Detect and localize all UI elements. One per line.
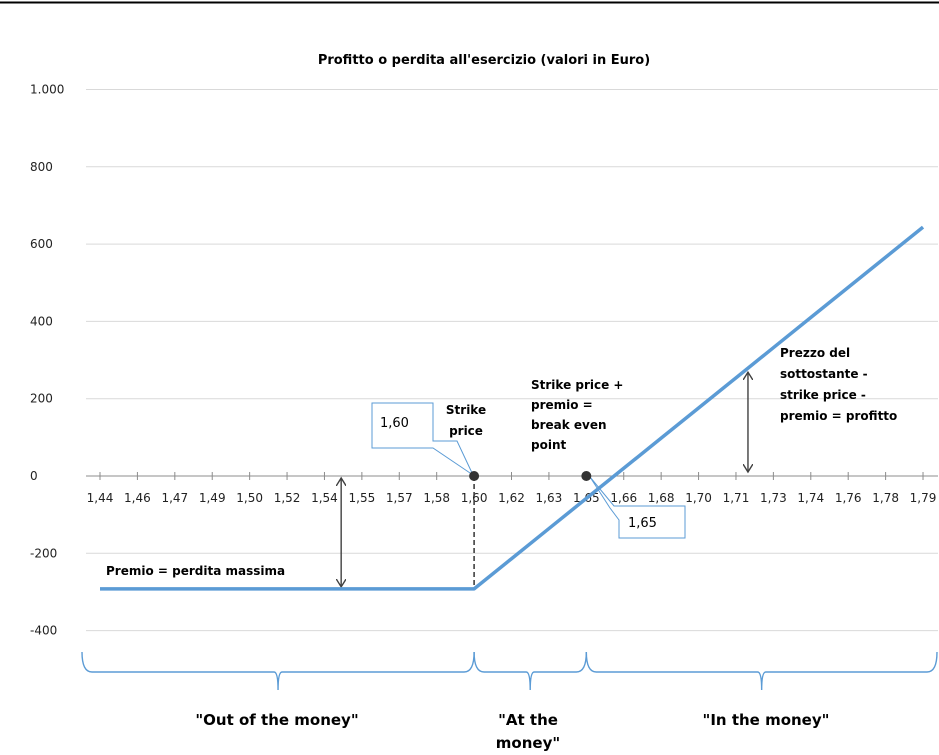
breakeven-label: Strike price + [531,378,624,392]
callout-breakeven-text: 1,65 [628,516,657,531]
x-tick-label: 1,66 [610,491,637,505]
x-tick-label: 1,52 [274,491,301,505]
strike-price-label: Strike [446,403,486,417]
x-tick-label: 1,50 [236,491,263,505]
profit-label: premio = profitto [780,409,897,423]
profit-label: strike price - [780,388,866,402]
x-tick-label: 1,78 [872,491,899,505]
y-tick-label: 600 [30,237,53,251]
y-tick-label: -400 [30,624,57,638]
x-tick-label: 1,57 [386,491,413,505]
callout-breakeven: 1,65 [589,476,686,539]
chart-title: Profitto o perdita all'esercizio (valori… [318,53,650,68]
series-layer [100,225,925,591]
premium-label: Premio = perdita massima [106,564,285,578]
x-tick-label: 1,46 [124,491,151,505]
y-tick-label: -200 [30,546,57,560]
y-axis-tick-labels: -400 -200 0 200 400 600 800 1.000 [30,83,64,638]
x-tick-label: 1,73 [760,491,787,505]
x-tick-label: 1,74 [797,491,824,505]
y-tick-label: 0 [30,469,38,483]
zone-label-at: money" [496,734,560,752]
zone-label-at: "At the [498,711,558,729]
profit-label: sottostante - [780,367,868,381]
breakeven-label: premio = [531,398,593,412]
strike-price-label: price [449,424,483,438]
x-tick-label: 1,60 [461,491,488,505]
x-tick-label: 1,70 [685,491,712,505]
x-tick-label: 1,63 [536,491,563,505]
breakeven-label: break even [531,418,607,432]
point-marker [581,471,592,481]
x-tick-label: 1,44 [87,491,114,505]
y-tick-label: 200 [30,392,53,406]
breakeven-label: point [531,438,566,452]
callout-strike: 1,60 [371,402,475,477]
x-tick-label: 1,49 [199,491,226,505]
gridlines [86,89,938,632]
x-tick-label: 1,76 [835,491,862,505]
brace-out-of-money [81,651,475,691]
brace-at-money [473,651,588,691]
zone-braces: "Out of the money" "At the money" "In the m… [81,651,938,752]
x-tick-label: 1,54 [311,491,338,505]
brace-in-money [585,651,938,691]
x-tick-label: 1,47 [161,491,188,505]
zone-label-in: "In the money" [703,711,830,729]
zone-label-out: "Out of the money" [195,711,358,729]
x-tick-label: 1,58 [423,491,450,505]
x-tick-label: 1,79 [910,491,937,505]
point-marker [469,471,480,481]
x-tick-label: 1,55 [349,491,376,505]
marker-layer [469,471,592,481]
x-tick-label: 1,62 [498,491,525,505]
payoff-line [100,225,925,591]
callout-strike-text: 1,60 [380,416,409,431]
callout-strike-box [371,402,475,477]
y-tick-label: 1.000 [30,83,64,97]
y-tick-label: 800 [30,160,53,174]
y-tick-label: 400 [30,314,53,328]
annotations: Premio = perdita massima Strike price Strik… [106,346,897,589]
x-tick-label: 1,71 [723,491,750,505]
x-axis-ticks: 1,44 1,46 1,47 1,49 1,50 1,52 1,54 1,55 1,57 1,58… [87,472,937,505]
x-tick-label: 1,68 [648,491,675,505]
callout-breakeven-box [589,476,686,539]
profit-label: Prezzo del [780,346,850,360]
